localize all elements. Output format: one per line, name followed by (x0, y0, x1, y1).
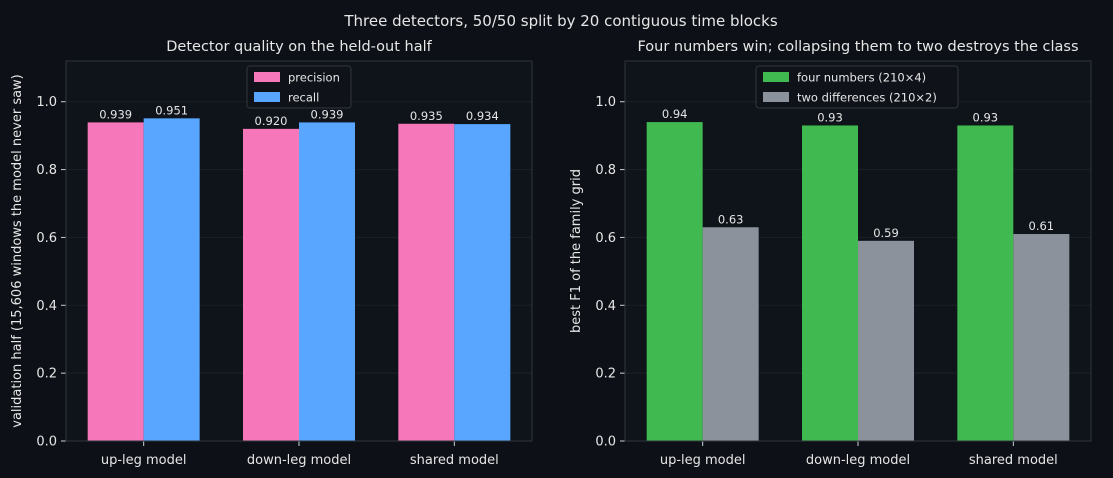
data-label: 0.94 (662, 107, 688, 121)
y-tick-label: 0.0 (595, 435, 616, 450)
bar (243, 128, 299, 441)
chart-title: Four numbers win; collapsing them to two… (637, 39, 1078, 55)
legend-swatch (254, 92, 280, 102)
y-tick-label: 0.2 (36, 367, 57, 382)
legend: precision recall (246, 65, 352, 109)
bar (454, 124, 511, 441)
data-label: 0.93 (973, 110, 999, 124)
plot-frame (65, 60, 533, 442)
legend-label: recall (288, 91, 319, 105)
legend: four numbers (210×4) two differences (210… (755, 65, 959, 109)
y-tick-label: 1.0 (595, 95, 616, 110)
bar (802, 125, 858, 441)
y-tick-label: 0.6 (36, 231, 57, 246)
y-tick-label: 0.8 (595, 163, 616, 178)
bar (858, 240, 914, 441)
y-tick-label: 0.8 (36, 163, 57, 178)
legend-box (755, 65, 959, 109)
bar (398, 123, 455, 442)
x-tick-label: shared model (410, 453, 499, 468)
x-tick-label: shared model (969, 453, 1058, 468)
data-label: 0.59 (873, 226, 899, 240)
y-tick-label: 0.0 (36, 435, 57, 450)
bar (87, 122, 144, 442)
y-tick-label: 1.0 (36, 95, 57, 110)
figure-title: Three detectors, 50/50 split by 20 conti… (343, 12, 777, 30)
legend-label: four numbers (210×4) (797, 71, 926, 85)
y-tick-label: 0.6 (595, 231, 616, 246)
y-tick-label: 0.2 (595, 367, 616, 382)
data-label: 0.93 (817, 110, 843, 124)
legend-swatch (763, 72, 789, 82)
legend-label: two differences (210×2) (797, 91, 937, 105)
data-label: 0.951 (155, 103, 188, 117)
data-label: 0.939 (99, 107, 132, 121)
x-tick-label: up-leg model (101, 453, 187, 468)
data-label: 0.939 (311, 107, 344, 121)
x-tick-label: up-leg model (660, 453, 746, 468)
bar (957, 125, 1014, 441)
bar (646, 122, 703, 442)
legend-label: precision (288, 71, 340, 85)
bar (1013, 234, 1070, 441)
data-label: 0.61 (1029, 219, 1055, 233)
bar (143, 118, 200, 441)
y-axis-label: best F1 of the family grid (569, 169, 584, 333)
data-label: 0.63 (718, 212, 744, 226)
y-tick-label: 0.4 (36, 299, 57, 314)
chart-detector-quality: 0.0 0.2 0.4 0.6 0.8 1.0 0.939 0.920 0.935 0.951 0.… (10, 39, 533, 468)
legend-swatch (763, 92, 789, 102)
y-tick-label: 0.4 (595, 299, 616, 314)
data-label: 0.934 (466, 109, 499, 123)
data-label: 0.920 (255, 114, 288, 128)
bar (299, 122, 355, 442)
plot-frame (624, 60, 1092, 442)
y-axis-label: validation half (15,606 windows the mode… (10, 74, 25, 428)
bar (702, 227, 759, 441)
chart-title: Detector quality on the held-out half (166, 39, 432, 55)
data-label: 0.935 (410, 109, 443, 123)
x-tick-label: down-leg model (247, 453, 351, 468)
x-tick-label: down-leg model (806, 453, 910, 468)
chart-four-numbers: 0.0 0.2 0.4 0.6 0.8 1.0 0.94 0.93 0.93 0.63 0.59 0.… (569, 39, 1092, 468)
legend-swatch (254, 72, 280, 82)
